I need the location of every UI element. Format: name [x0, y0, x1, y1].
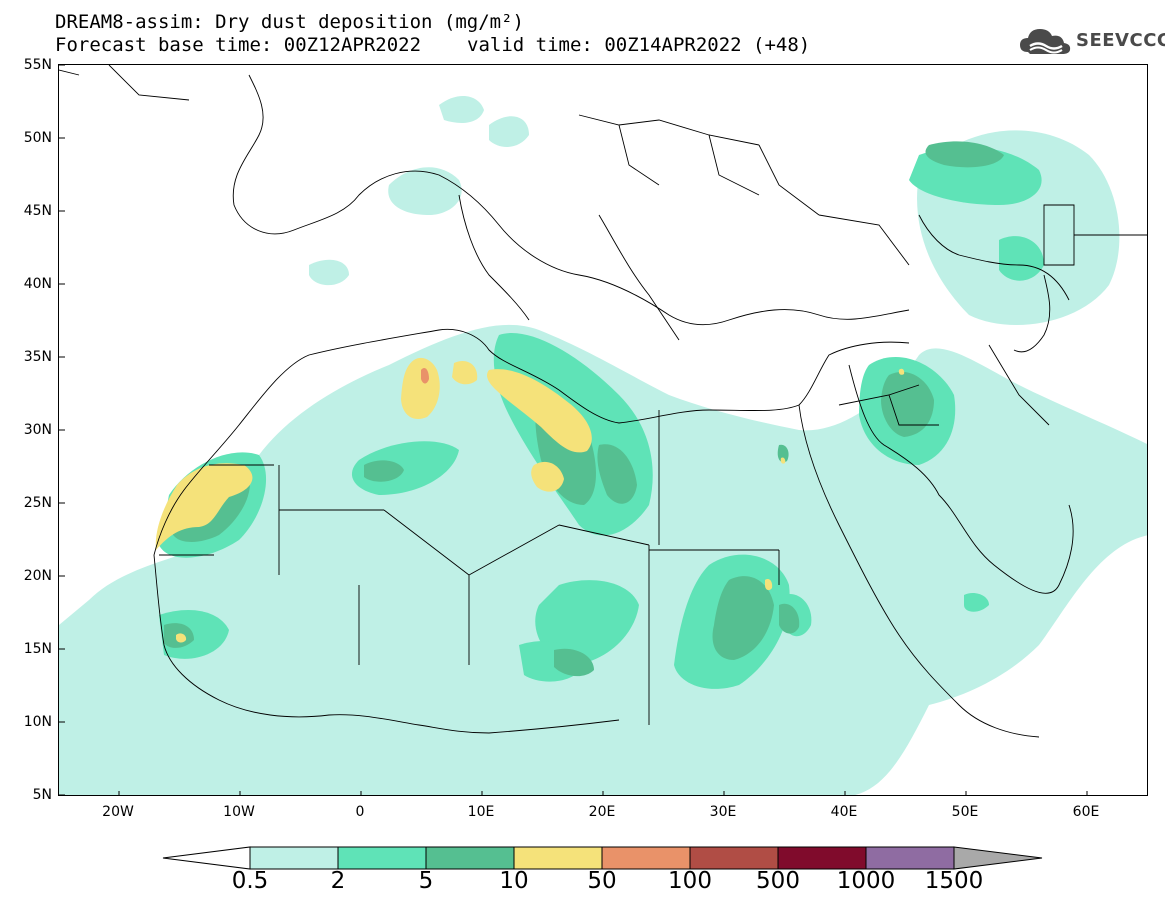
- colorbar-low-arrow: [162, 846, 251, 870]
- lat-label-30n: 30N: [23, 422, 52, 438]
- lat-label-10n: 10N: [23, 714, 52, 730]
- colorbar-label-0_5: 0.5: [231, 868, 269, 894]
- lat-label-20n: 20N: [23, 568, 52, 584]
- lon-label-20e: 20E: [588, 804, 616, 820]
- lon-label-30e: 30E: [709, 804, 737, 820]
- lat-label-5n: 5N: [32, 787, 52, 803]
- colorbar: [162, 846, 1043, 870]
- lat-label-35n: 35N: [23, 349, 52, 365]
- logo-text: SEEVCCC: [1076, 30, 1165, 51]
- colorbar-bin-7: [777, 846, 867, 870]
- coastlines-borders: [59, 65, 1147, 738]
- lon-label-40e: 40E: [830, 804, 858, 820]
- colorbar-bin-6: [689, 846, 779, 870]
- dust-layer-10-50: [155, 357, 905, 643]
- colorbar-bin-5: [601, 846, 691, 870]
- lat-label-15n: 15N: [23, 641, 52, 657]
- forecast-times: Forecast base time: 00Z12APR2022 valid ti…: [55, 35, 810, 55]
- lon-label-20w: 20W: [102, 804, 134, 820]
- colorbar-label-5: 5: [418, 868, 434, 894]
- lon-label-10e: 10E: [467, 804, 495, 820]
- colorbar-label-100: 100: [668, 868, 712, 894]
- colorbar-label-1000: 1000: [836, 868, 896, 894]
- lat-label-45n: 45N: [23, 203, 52, 219]
- colorbar-bin-2: [337, 846, 427, 870]
- seevccc-logo: SEEVCCC: [1018, 24, 1165, 60]
- lon-label-60e: 60E: [1072, 804, 1100, 820]
- lon-label-50e: 50E: [951, 804, 979, 820]
- colorbar-label-10: 10: [499, 868, 529, 894]
- dust-map: [59, 65, 1147, 795]
- lon-label-0: 0: [355, 804, 365, 820]
- map-title: DREAM8-assim: Dry dust deposition (mg/m²…: [55, 11, 524, 33]
- colorbar-high-arrow: [953, 846, 1043, 870]
- lon-label-10w: 10W: [223, 804, 255, 820]
- base-time: Forecast base time: 00Z12APR2022: [55, 34, 422, 56]
- lat-label-50n: 50N: [23, 130, 52, 146]
- colorbar-label-50: 50: [587, 868, 617, 894]
- colorbar-bin-4: [513, 846, 603, 870]
- map-panel: [58, 64, 1148, 796]
- dust-layer-50-100: [421, 368, 429, 384]
- lat-label-25n: 25N: [23, 495, 52, 511]
- lat-label-40n: 40N: [23, 276, 52, 292]
- colorbar-label-500: 500: [756, 868, 800, 894]
- colorbar-label-1500: 1500: [924, 868, 984, 894]
- grid-ticks: [59, 65, 1088, 795]
- valid-time: valid time: 00Z14APR2022 (+48): [467, 34, 811, 56]
- colorbar-bin-8: [865, 846, 955, 870]
- colorbar-bin-3: [425, 846, 515, 870]
- colorbar-bin-1: [249, 846, 339, 870]
- colorbar-label-2: 2: [330, 868, 346, 894]
- cloud-logo-icon: [1020, 29, 1071, 54]
- lat-label-55n: 55N: [23, 57, 52, 73]
